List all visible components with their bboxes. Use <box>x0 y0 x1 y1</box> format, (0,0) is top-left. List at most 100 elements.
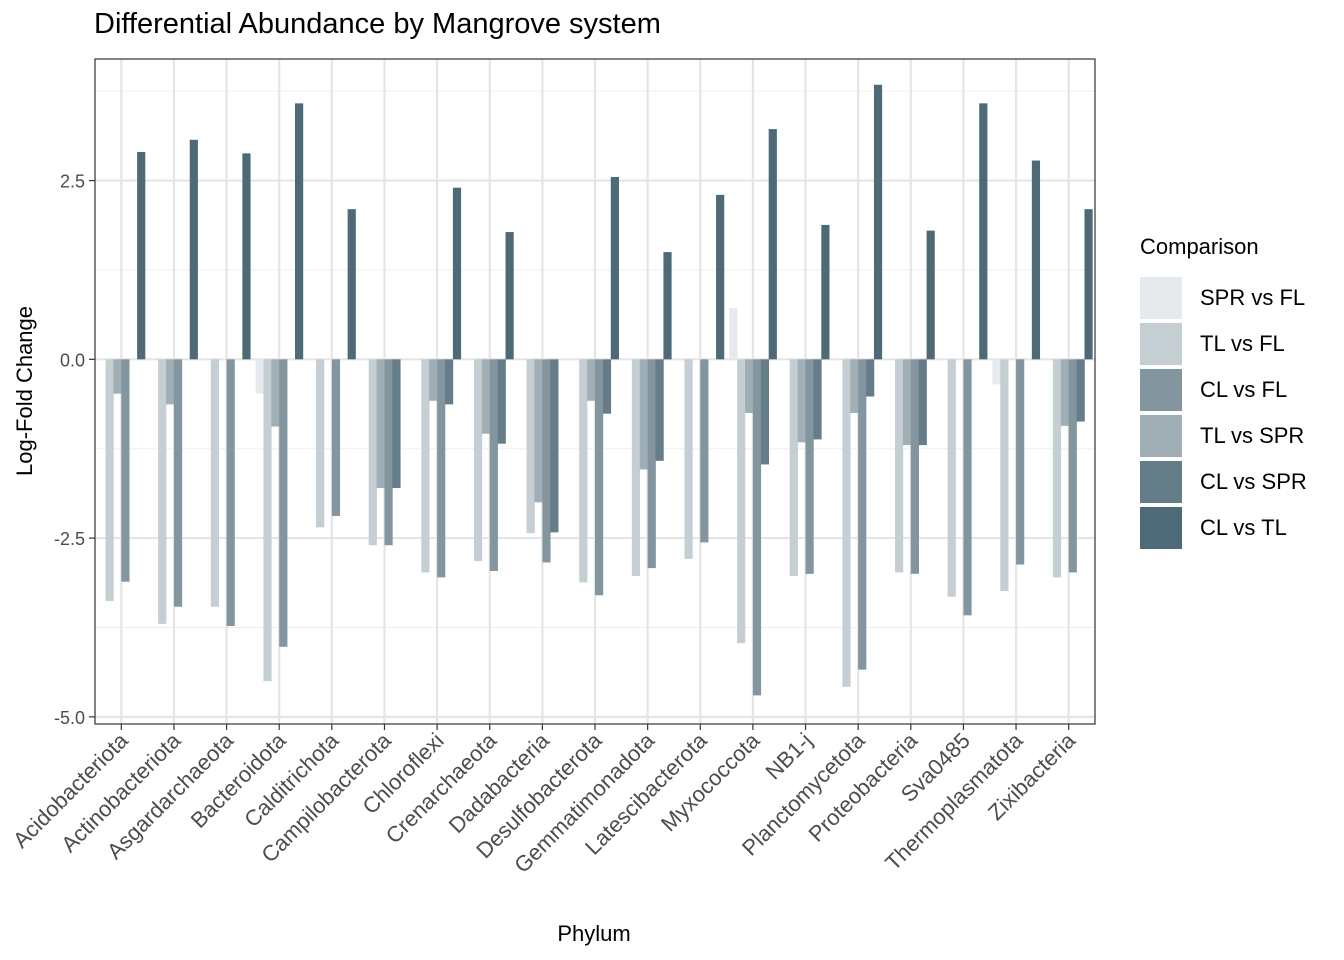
chart-title: Differential Abundance by Mangrove syste… <box>94 8 661 40</box>
bar-cl-vs-tl-sva0485 <box>979 103 988 360</box>
bar-spr-vs-fl-bacteroidota <box>255 359 264 394</box>
bar-spr-vs-fl-myxococcota <box>729 307 738 360</box>
bar-cl-vs-fl-bacteroidota <box>279 359 288 647</box>
bar-cl-vs-spr-planctomycetota <box>866 359 875 397</box>
bar-tl-vs-fl-nb1-j <box>789 359 798 576</box>
bar-tl-vs-spr-chloroflexi <box>429 359 438 401</box>
bar-cl-vs-fl-dadabacteria <box>542 359 551 563</box>
bar-cl-vs-tl-actinobacteriota <box>189 139 198 360</box>
bar-tl-vs-fl-dadabacteria <box>526 359 535 534</box>
bar-tl-vs-spr-zixibacteria <box>1060 359 1069 426</box>
bar-cl-vs-tl-gemmatimonadota <box>663 252 672 360</box>
bar-cl-vs-tl-zixibacteria <box>1084 209 1093 360</box>
bar-cl-vs-spr-dadabacteria <box>550 359 559 533</box>
bar-cl-vs-spr-nb1-j <box>813 359 822 440</box>
bar-cl-vs-fl-myxococcota <box>752 359 762 696</box>
bar-cl-vs-tl-nb1-j <box>821 224 830 360</box>
legend-label: SPR vs FL <box>1200 285 1306 310</box>
bar-tl-vs-spr-desulfobacterota <box>587 359 596 401</box>
legend-items: SPR vs FL TL vs FL CL vs FL TL vs SPR CL vs … <box>1140 275 1307 551</box>
bar-cl-vs-spr-zixibacteria <box>1076 359 1085 422</box>
bars <box>105 84 1093 696</box>
bar-tl-vs-spr-dadabacteria <box>534 359 543 503</box>
bar-tl-vs-spr-actinobacteriota <box>166 359 175 405</box>
bar-tl-vs-fl-myxococcota <box>737 359 746 644</box>
bar-tl-vs-spr-crenarchaeota <box>481 359 491 434</box>
bar-tl-vs-fl-asgardarchaeota <box>210 359 219 607</box>
bar-cl-vs-fl-crenarchaeota <box>489 359 498 571</box>
legend-key <box>1140 415 1182 457</box>
legend-key <box>1140 277 1182 319</box>
y-tick-label: 0.0 <box>60 350 85 370</box>
legend: Comparison SPR vs FL TL vs FL CL vs FL TL v… <box>1140 234 1307 551</box>
bar-tl-vs-fl-latescibacterota <box>684 359 693 559</box>
bar-cl-vs-spr-myxococcota <box>760 359 769 465</box>
bar-cl-vs-tl-myxococcota <box>768 129 777 360</box>
legend-label: CL vs SPR <box>1200 469 1307 494</box>
bar-cl-vs-fl-latescibacterota <box>700 359 709 543</box>
bar-cl-vs-tl-desulfobacterota <box>610 176 619 360</box>
legend-item: CL vs FL <box>1140 367 1307 413</box>
bar-cl-vs-fl-chloroflexi <box>437 359 446 578</box>
bar-spr-vs-fl-thermoplasmatota <box>992 359 1001 385</box>
bar-cl-vs-fl-asgardarchaeota <box>226 359 235 627</box>
bar-cl-vs-fl-acidobacteriota <box>121 359 130 582</box>
bar-tl-vs-fl-actinobacteriota <box>158 359 167 624</box>
legend-key <box>1140 507 1182 549</box>
bar-tl-vs-fl-calditrichota <box>316 359 325 528</box>
bar-tl-vs-spr-myxococcota <box>745 359 754 413</box>
bar-tl-vs-fl-desulfobacterota <box>579 359 588 583</box>
legend-item: SPR vs FL <box>1140 275 1307 321</box>
bar-cl-vs-tl-planctomycetota <box>873 84 883 360</box>
bar-cl-vs-tl-thermoplasmatota <box>1031 160 1041 360</box>
bar-cl-vs-fl-nb1-j <box>805 359 814 574</box>
legend-key <box>1140 323 1182 365</box>
bar-cl-vs-tl-proteobacteria <box>926 230 935 360</box>
y-tick-label: -2.5 <box>54 529 85 549</box>
legend-item: TL vs SPR <box>1140 413 1307 459</box>
bar-cl-vs-tl-chloroflexi <box>452 187 462 360</box>
bar-cl-vs-fl-actinobacteriota <box>173 359 183 607</box>
bar-tl-vs-spr-planctomycetota <box>850 359 859 413</box>
bar-tl-vs-spr-campilobacterota <box>376 359 385 489</box>
bar-cl-vs-fl-proteobacteria <box>910 359 919 574</box>
bar-cl-vs-spr-campilobacterota <box>392 359 401 489</box>
bar-tl-vs-spr-nb1-j <box>797 359 806 443</box>
legend-label: CL vs TL <box>1200 515 1287 540</box>
bar-tl-vs-spr-acidobacteriota <box>113 359 122 394</box>
bar-tl-vs-fl-sva0485 <box>947 359 956 597</box>
legend-key <box>1140 369 1182 411</box>
bar-tl-vs-fl-thermoplasmatota <box>1000 359 1009 591</box>
x-axis-label: Phylum <box>557 921 630 946</box>
bar-cl-vs-fl-planctomycetota <box>858 359 867 670</box>
bar-cl-vs-fl-gemmatimonadota <box>647 359 656 569</box>
bar-cl-vs-tl-acidobacteriota <box>137 151 146 360</box>
legend-label: TL vs SPR <box>1200 423 1305 448</box>
y-tick-label: -5.0 <box>54 708 85 728</box>
bar-tl-vs-spr-gemmatimonadota <box>639 359 648 470</box>
bar-cl-vs-spr-gemmatimonadota <box>655 359 664 461</box>
bar-cl-vs-spr-proteobacteria <box>918 359 927 446</box>
bar-cl-vs-fl-sva0485 <box>963 359 972 616</box>
bar-cl-vs-tl-bacteroidota <box>295 103 304 360</box>
y-tick-label: 2.5 <box>60 172 85 192</box>
legend-item: CL vs TL <box>1140 505 1307 551</box>
legend-item: TL vs FL <box>1140 321 1307 367</box>
legend-label: TL vs FL <box>1200 331 1285 356</box>
bar-cl-vs-tl-latescibacterota <box>716 194 725 360</box>
bar-tl-vs-fl-campilobacterota <box>368 359 377 546</box>
bar-tl-vs-spr-bacteroidota <box>271 359 280 427</box>
bar-cl-vs-tl-calditrichota <box>347 209 356 360</box>
bar-cl-vs-fl-calditrichota <box>331 359 341 516</box>
bar-tl-vs-fl-crenarchaeota <box>473 359 483 561</box>
bar-tl-vs-fl-zixibacteria <box>1052 359 1062 578</box>
bar-tl-vs-spr-proteobacteria <box>902 359 912 446</box>
bar-cl-vs-fl-campilobacterota <box>384 359 393 546</box>
bar-cl-vs-spr-chloroflexi <box>445 359 454 405</box>
y-axis-label: Log-Fold Change <box>12 306 37 476</box>
bar-tl-vs-fl-planctomycetota <box>842 359 851 687</box>
bar-cl-vs-tl-crenarchaeota <box>505 232 514 360</box>
legend-title: Comparison <box>1140 234 1259 259</box>
bar-cl-vs-fl-desulfobacterota <box>595 359 604 596</box>
bar-tl-vs-fl-acidobacteriota <box>105 359 114 602</box>
